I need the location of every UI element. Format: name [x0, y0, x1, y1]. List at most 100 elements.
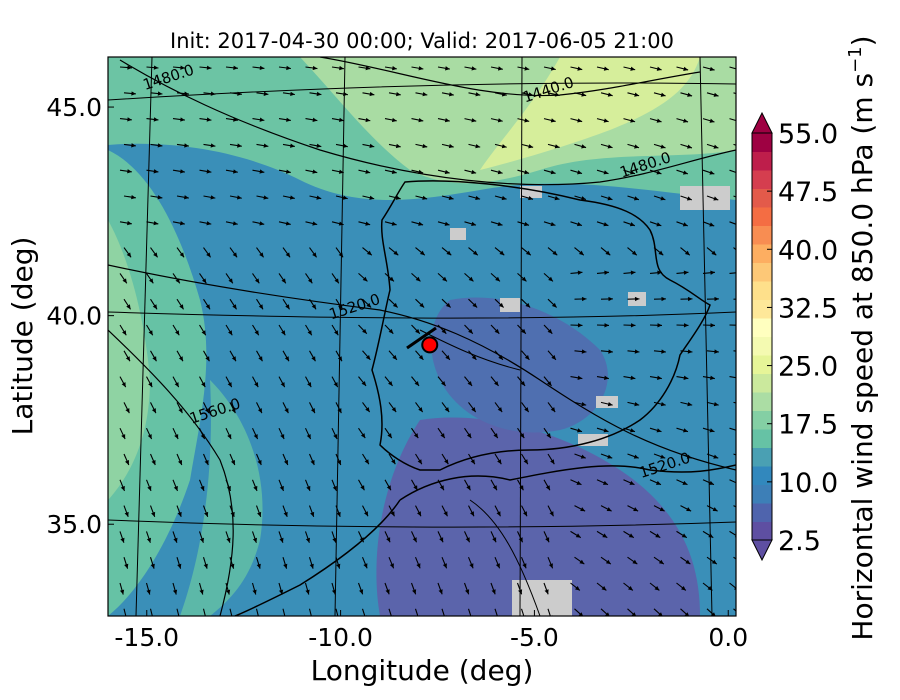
- wind-arrow: [176, 91, 189, 96]
- colorbar-tick-label: 10.0: [778, 468, 838, 499]
- wind-arrow: [596, 270, 610, 275]
- colorbar-segment: [752, 244, 772, 263]
- wind-arrow: [596, 582, 607, 591]
- wind-arrow: [649, 118, 662, 123]
- wind-arrow: [411, 324, 421, 335]
- wind-arrow: [358, 376, 367, 387]
- wind-arrow: [706, 247, 717, 256]
- wind-arrow: [282, 505, 288, 518]
- wind-arrow: [702, 221, 715, 227]
- wind-arrow: [706, 195, 719, 201]
- wind-arrow: [653, 195, 666, 201]
- wind-arrow: [570, 375, 583, 380]
- wind-arrow: [441, 92, 454, 97]
- wind-arrow: [229, 505, 235, 518]
- wind-arrow: [176, 453, 183, 466]
- wind-arrow: [146, 117, 159, 122]
- wind-arrow: [225, 376, 233, 388]
- wind-arrow: [702, 270, 716, 275]
- wind-arrow: [627, 92, 640, 97]
- wind-arrow: [362, 402, 371, 413]
- wind-arrow: [680, 401, 693, 407]
- wind-arrow: [570, 118, 583, 123]
- wind-arrow: [490, 221, 503, 227]
- wind-arrow: [676, 118, 689, 123]
- wind-vector-field: [119, 65, 736, 616]
- wind-arrow: [676, 66, 689, 71]
- wind-arrow: [490, 582, 496, 595]
- wind-arrow: [547, 505, 554, 517]
- wind-arrow: [596, 323, 610, 328]
- wind-arrow: [520, 556, 527, 569]
- wind-speed-field: [108, 57, 736, 616]
- wind-arrow: [415, 143, 428, 149]
- wind-arrow: [305, 376, 312, 388]
- wind-arrow: [358, 221, 371, 226]
- wind-arrow: [225, 273, 234, 284]
- wind-arrow: [706, 92, 719, 97]
- parallel-45: [108, 82, 736, 101]
- wind-arrow: [596, 427, 609, 433]
- wind-arrow: [437, 221, 450, 226]
- colorbar-segment: [752, 521, 772, 541]
- colorbar-ticks: 55.0 47.5 40.0 32.5 25.0 17.5 10.0 2.5: [767, 119, 838, 557]
- height-contours: [108, 57, 736, 616]
- wind-arrow: [468, 143, 481, 149]
- wind-arrow: [653, 401, 666, 407]
- wind-arrow: [358, 427, 366, 439]
- wind-arrow: [437, 272, 448, 282]
- y-axis-label: Latitude (deg): [6, 237, 39, 436]
- wind-arrow: [464, 272, 474, 282]
- wind-arrow: [623, 323, 636, 328]
- wind-arrow: [229, 247, 238, 258]
- wind-arrow: [653, 92, 666, 97]
- wind-arrow: [199, 117, 212, 122]
- colorbar-extend-min: [751, 539, 773, 562]
- wind-arrow: [384, 531, 391, 543]
- wind-arrow: [362, 298, 372, 308]
- wind-arrow: [331, 376, 339, 388]
- wind-arrow: [574, 349, 587, 354]
- wind-arrow: [119, 273, 128, 284]
- wind-arrow: [305, 117, 318, 122]
- wind-arrow: [123, 453, 130, 466]
- wind-arrow: [702, 66, 715, 72]
- wind-arrow: [676, 169, 689, 175]
- wind-arrow: [145, 479, 152, 492]
- y-tick-label: 40.0: [46, 302, 102, 331]
- wind-arrow: [150, 402, 157, 414]
- wind-arrow: [229, 402, 236, 414]
- wind-arrow: [146, 324, 154, 336]
- wind-arrow: [733, 608, 736, 612]
- wind-arrow: [203, 143, 216, 148]
- wind-arrow: [490, 66, 503, 71]
- wind-arrow: [309, 91, 322, 97]
- wind-arrow: [388, 247, 399, 256]
- wind-arrow: [198, 531, 204, 543]
- colorbar-tick-label: 40.0: [778, 235, 838, 266]
- wind-arrow: [146, 273, 154, 284]
- wind-arrow: [225, 117, 238, 122]
- wind-arrow: [463, 582, 470, 595]
- wind-arrow: [278, 376, 286, 388]
- meridian-0: [699, 57, 713, 616]
- wind-arrow: [411, 169, 424, 175]
- wind-arrow: [172, 427, 179, 440]
- wind-arrow: [331, 427, 338, 440]
- wind-arrow: [733, 247, 736, 251]
- colorbar-segment: [752, 410, 772, 430]
- wind-arrow: [468, 92, 481, 97]
- wind-arrow: [517, 531, 524, 543]
- wind-arrow: [676, 530, 688, 539]
- wind-arrow: [309, 247, 318, 258]
- wind-arrow: [543, 221, 556, 227]
- wind-arrow: [411, 272, 421, 282]
- wind-arrow: [282, 298, 290, 310]
- wind-arrow: [547, 195, 560, 201]
- wind-arrow: [335, 298, 343, 310]
- wind-arrow: [706, 296, 720, 302]
- africa-coastline: [399, 464, 736, 501]
- colorbar: [751, 111, 773, 562]
- wind-arrow: [415, 350, 424, 361]
- wind-arrow: [309, 402, 316, 414]
